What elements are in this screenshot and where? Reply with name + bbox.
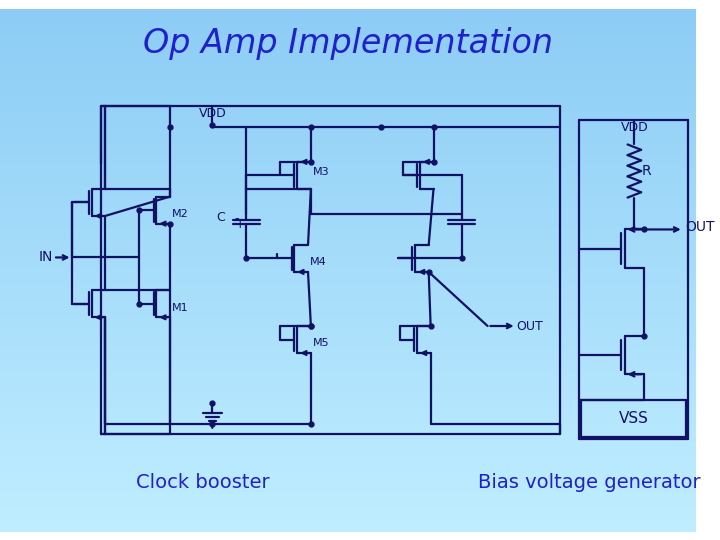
- Text: IN: IN: [39, 251, 53, 265]
- Text: M5: M5: [312, 339, 330, 348]
- Text: +: +: [235, 218, 246, 231]
- Text: M4: M4: [310, 257, 327, 267]
- Text: -: -: [235, 212, 239, 225]
- Text: M2: M2: [172, 209, 189, 219]
- Text: VSS: VSS: [619, 411, 649, 426]
- Text: C: C: [216, 211, 225, 224]
- Text: Clock booster: Clock booster: [136, 473, 269, 492]
- Text: R: R: [642, 164, 652, 178]
- Text: OUT: OUT: [685, 220, 715, 234]
- Text: M3: M3: [312, 166, 330, 177]
- Text: OUT: OUT: [516, 320, 544, 333]
- Text: Bias voltage generator: Bias voltage generator: [477, 473, 701, 492]
- Text: VDD: VDD: [621, 120, 648, 133]
- Text: Op Amp Implementation: Op Amp Implementation: [143, 26, 552, 59]
- Text: V: V: [209, 421, 216, 431]
- Text: VDD: VDD: [199, 107, 226, 120]
- Text: M1: M1: [172, 302, 189, 313]
